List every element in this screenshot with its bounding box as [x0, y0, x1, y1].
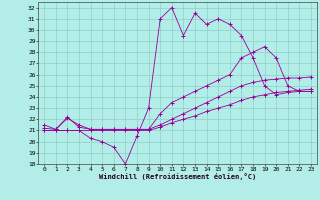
X-axis label: Windchill (Refroidissement éolien,°C): Windchill (Refroidissement éolien,°C) [99, 173, 256, 180]
